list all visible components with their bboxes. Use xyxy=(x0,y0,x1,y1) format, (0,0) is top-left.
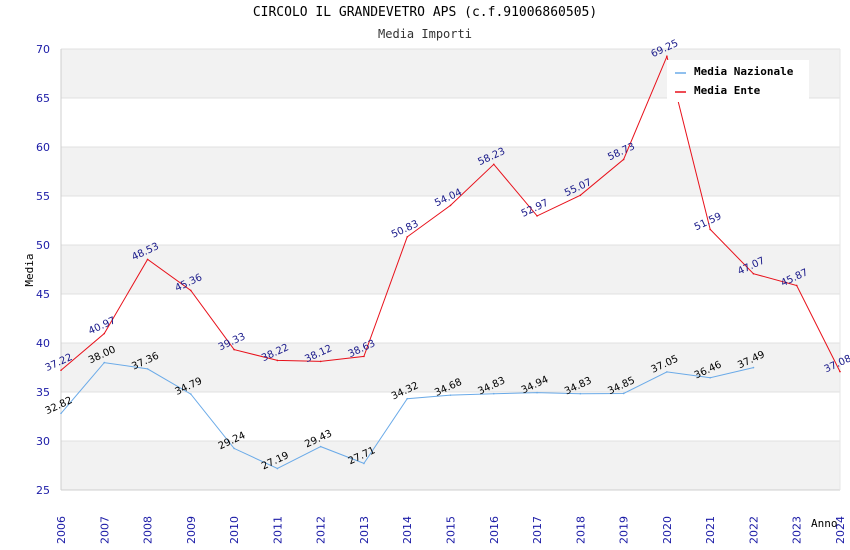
data-point-media-nazionale xyxy=(103,361,106,364)
data-point-media-ente xyxy=(492,163,495,166)
data-point-media-ente xyxy=(709,228,711,231)
grid-band xyxy=(61,245,840,294)
y-tick-label: 50 xyxy=(36,239,50,252)
grid-band xyxy=(61,441,840,490)
data-point-media-nazionale xyxy=(406,397,409,400)
data-point-media-nazionale xyxy=(363,462,365,465)
data-point-media-nazionale xyxy=(233,447,235,450)
x-tick-label: 2010 xyxy=(228,516,241,544)
x-tick-label: 2020 xyxy=(661,516,674,544)
data-point-media-nazionale xyxy=(190,393,192,395)
data-point-media-ente xyxy=(103,332,106,335)
x-axis-title: Anno xyxy=(811,517,838,530)
data-point-media-ente xyxy=(622,158,625,161)
data-point-media-ente xyxy=(233,348,235,351)
data-point-media-nazionale xyxy=(709,376,711,379)
y-tick-label: 60 xyxy=(36,141,50,154)
x-tick-label: 2008 xyxy=(142,516,155,544)
data-point-media-ente xyxy=(666,55,668,58)
x-tick-label: 2018 xyxy=(574,516,587,544)
x-tick-label: 2024 xyxy=(834,516,847,544)
y-tick-label: 35 xyxy=(36,386,50,399)
data-point-media-ente xyxy=(579,194,582,197)
x-tick-labels: 2006 2007 2008 2009 2010 2011 2012 2013 2014 2015… xyxy=(55,516,847,544)
grid-band xyxy=(61,196,840,245)
grid-band xyxy=(61,294,840,343)
x-tick-label: 2016 xyxy=(488,516,501,544)
axes xyxy=(60,49,841,491)
y-tick-label: 70 xyxy=(36,43,50,56)
grid-bands xyxy=(61,49,840,490)
x-tick-label: 2011 xyxy=(271,516,284,544)
x-tick-label: 2013 xyxy=(358,516,371,544)
data-point-media-nazionale xyxy=(146,368,149,370)
x-tick-label: 2015 xyxy=(445,516,458,544)
data-point-media-ente xyxy=(839,370,841,373)
y-tick-label: 25 xyxy=(36,484,50,497)
data-point-media-nazionale xyxy=(622,392,625,395)
data-point-media-ente xyxy=(363,355,365,358)
legend: Media Nazionale Media Ente xyxy=(667,60,809,102)
data-point-media-ente xyxy=(60,369,62,372)
y-tick-label: 65 xyxy=(36,92,50,105)
y-tick-label: 55 xyxy=(36,190,50,203)
series-lines xyxy=(60,54,841,470)
data-point-media-ente xyxy=(536,215,538,217)
data-point-media-nazionale xyxy=(666,371,668,373)
data-point-media-nazionale xyxy=(536,391,538,394)
grid-band xyxy=(61,392,840,441)
chart-title: CIRCOLO IL GRANDEVETRO APS (c.f.91006860… xyxy=(252,5,598,20)
x-tick-label: 2022 xyxy=(747,516,760,544)
data-point-media-ente xyxy=(276,359,279,362)
data-point-media-ente xyxy=(319,360,322,363)
data-point-media-nazionale xyxy=(276,467,279,470)
y-tick-label: 45 xyxy=(36,288,50,301)
x-tick-label: 2009 xyxy=(185,516,198,544)
x-tick-label: 2012 xyxy=(315,516,328,544)
data-point-media-nazionale xyxy=(579,392,582,395)
data-point-media-ente xyxy=(795,284,798,287)
data-point-media-nazionale xyxy=(60,412,62,415)
y-tick-label: 30 xyxy=(36,435,50,448)
legend-label-media-ente: Media Ente xyxy=(694,84,761,97)
x-tick-label: 2007 xyxy=(98,516,111,544)
x-tick-label: 2021 xyxy=(704,516,717,544)
y-axis-title: Media xyxy=(23,253,36,286)
data-point-media-nazionale xyxy=(319,445,322,448)
grid-band xyxy=(61,343,840,392)
data-point-media-ente xyxy=(449,204,452,207)
data-point-media-nazionale xyxy=(492,392,495,395)
chart-subtitle: Media Importi xyxy=(378,27,472,41)
legend-label-media-nazionale: Media Nazionale xyxy=(694,65,794,78)
data-point-media-ente xyxy=(406,236,409,238)
x-tick-label: 2006 xyxy=(55,516,68,544)
data-point-media-nazionale xyxy=(752,366,755,369)
data-point-media-nazionale xyxy=(449,394,452,396)
grid-band xyxy=(61,147,840,196)
legend-box xyxy=(667,60,809,102)
y-tick-label: 40 xyxy=(36,337,50,350)
x-tick-label: 2023 xyxy=(791,516,804,544)
grid-band xyxy=(61,98,840,147)
grid-lines xyxy=(61,48,840,491)
data-point-media-ente xyxy=(146,258,149,261)
data-point-media-ente xyxy=(190,289,192,292)
x-tick-label: 2017 xyxy=(531,516,544,544)
x-tick-label: 2019 xyxy=(618,516,631,544)
data-point-media-ente xyxy=(752,272,755,275)
y-tick-labels: 25 30 35 40 45 50 55 60 65 70 xyxy=(36,43,50,497)
x-tick-label: 2014 xyxy=(401,516,414,544)
